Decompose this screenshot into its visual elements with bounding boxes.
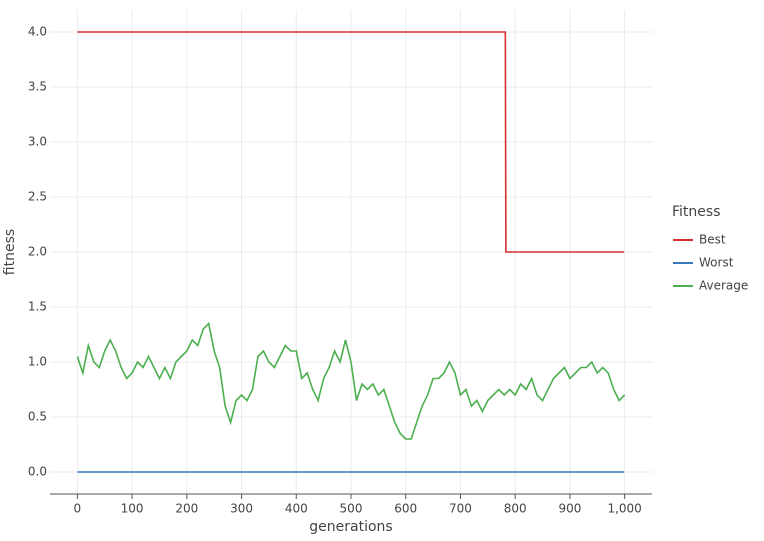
legend-label: Worst: [699, 256, 734, 270]
x-tick-label: 500: [340, 502, 363, 516]
x-tick-label: 1,000: [607, 502, 641, 516]
x-tick-label: 300: [230, 502, 253, 516]
legend-title: Fitness: [672, 204, 721, 220]
line-series: [76, 321, 626, 440]
y-tick-label: 2.0: [28, 245, 47, 259]
x-tick-label: 200: [175, 502, 198, 516]
x-tick-label: 900: [558, 502, 581, 516]
x-tick-label: 600: [394, 502, 417, 516]
x-tick-label: 800: [504, 502, 527, 516]
x-tick-label: 0: [74, 502, 82, 516]
legend-label: Average: [699, 279, 748, 293]
y-tick-label: 2.5: [28, 190, 47, 204]
y-tick-label: 0.5: [28, 410, 47, 424]
y-tick-label: 3.5: [28, 80, 47, 94]
y-tick-label: 4.0: [28, 25, 47, 39]
y-tick-label: 0.0: [28, 465, 47, 479]
y-tick-label: 3.0: [28, 135, 47, 149]
y-tick-label: 1.0: [28, 355, 47, 369]
x-tick-label: 100: [121, 502, 144, 516]
x-axis-label: generations: [309, 519, 392, 535]
line-series: [77, 31, 625, 253]
y-axis-label: fitness: [2, 229, 18, 275]
x-tick-label: 700: [449, 502, 472, 516]
x-tick-label: 400: [285, 502, 308, 516]
y-tick-label: 1.5: [28, 300, 47, 314]
legend-label: Best: [699, 233, 726, 247]
